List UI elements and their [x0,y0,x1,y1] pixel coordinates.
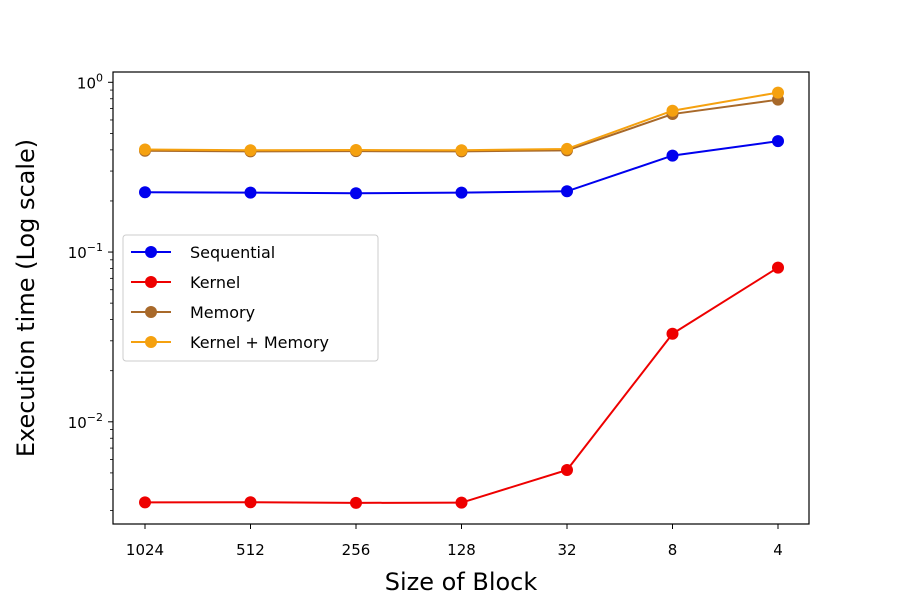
data-point [455,496,468,509]
legend-swatch-marker [145,276,157,288]
x-tick-label: 4 [773,541,783,559]
y-axis: 100 10−1 10−2 [68,71,113,511]
x-tick-label: 8 [668,541,678,559]
data-point [455,186,468,199]
x-tick-label: 1024 [126,541,164,559]
legend-label: Kernel + Memory [190,333,329,352]
data-point [244,186,257,199]
data-point [666,327,679,340]
x-axis: 1024 512 256 128 32 8 4 [126,524,783,559]
data-point [455,144,468,157]
y-tick-label: 100 [77,71,103,92]
x-tick-label: 512 [236,541,265,559]
data-point [139,186,151,199]
x-tick-label: 128 [447,541,476,559]
legend-label: Kernel [190,273,240,292]
data-point [561,142,573,155]
series-layer [139,86,784,509]
data-point [561,464,573,477]
data-point [244,496,257,509]
legend: Sequential Kernel Memory Kernel + Memory [122,234,379,362]
legend-box [122,234,379,362]
legend-label: Memory [190,303,255,322]
data-point [139,496,151,509]
data-point [139,143,151,156]
data-point [666,149,679,162]
data-point [244,144,257,157]
data-point [666,104,679,117]
legend-swatch-marker [145,246,157,258]
x-tick-label: 256 [342,541,371,559]
data-point [561,185,573,198]
legend-swatch-marker [145,306,157,318]
legend-swatch-marker [145,336,157,348]
data-point [772,135,784,148]
y-axis-title: Execution time (Log scale) [12,139,40,457]
y-tick-label: 10−1 [68,241,103,262]
y-tick-label: 10−2 [68,411,103,432]
data-point [772,261,784,274]
data-point [772,86,784,99]
x-tick-label: 32 [557,541,576,559]
data-point [350,496,362,509]
data-point [350,144,362,157]
data-point [350,187,362,200]
legend-label: Sequential [190,243,275,262]
x-axis-title: Size of Block [385,568,538,596]
